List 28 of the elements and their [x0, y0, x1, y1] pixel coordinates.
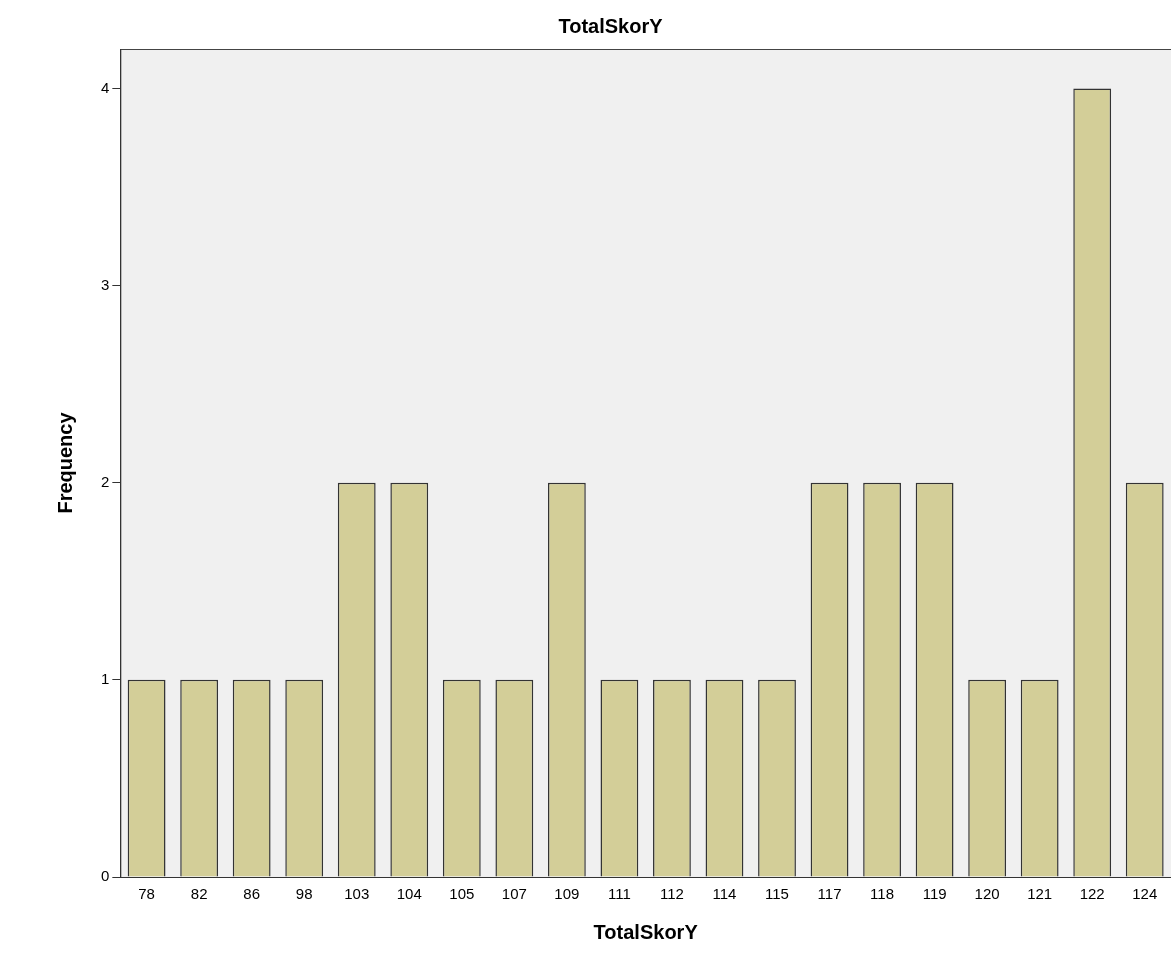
x-tick-label: 107	[501, 885, 527, 903]
x-tick-label: 112	[659, 885, 684, 903]
x-tick-label: 86	[243, 885, 261, 903]
x-tick-label: 122	[1079, 885, 1105, 903]
chart-title: TotalSkorY	[558, 14, 664, 37]
x-tick-label: 82	[190, 885, 208, 903]
x-tick-label: 109	[554, 885, 580, 903]
x-tick-label: 78	[138, 885, 155, 903]
x-tick-label: 117	[817, 885, 842, 903]
y-tick-label: 1	[101, 670, 110, 687]
y-tick-label: 3	[101, 275, 110, 293]
x-axis-title: TotalSkorY	[593, 920, 699, 943]
y-tick-label: 0	[101, 867, 110, 885]
y-axis-title: Frequency	[53, 411, 76, 514]
y-tick-label: 4	[101, 78, 110, 96]
x-tick-label: 105	[449, 885, 475, 903]
x-tick-label: 124	[1132, 885, 1158, 903]
x-tick-label: 111	[608, 885, 631, 903]
x-tick-label: 115	[765, 885, 789, 903]
x-tick-label: 104	[396, 885, 422, 903]
x-tick-label: 119	[922, 885, 947, 903]
x-tick-label: 103	[344, 885, 370, 903]
y-tick-label: 2	[101, 472, 110, 490]
x-tick-label: 121	[1027, 885, 1053, 903]
x-tick-label: 118	[870, 885, 895, 903]
x-tick-label: 98	[295, 885, 313, 903]
x-tick-label: 114	[712, 885, 737, 903]
x-tick-label: 120	[974, 885, 1000, 903]
